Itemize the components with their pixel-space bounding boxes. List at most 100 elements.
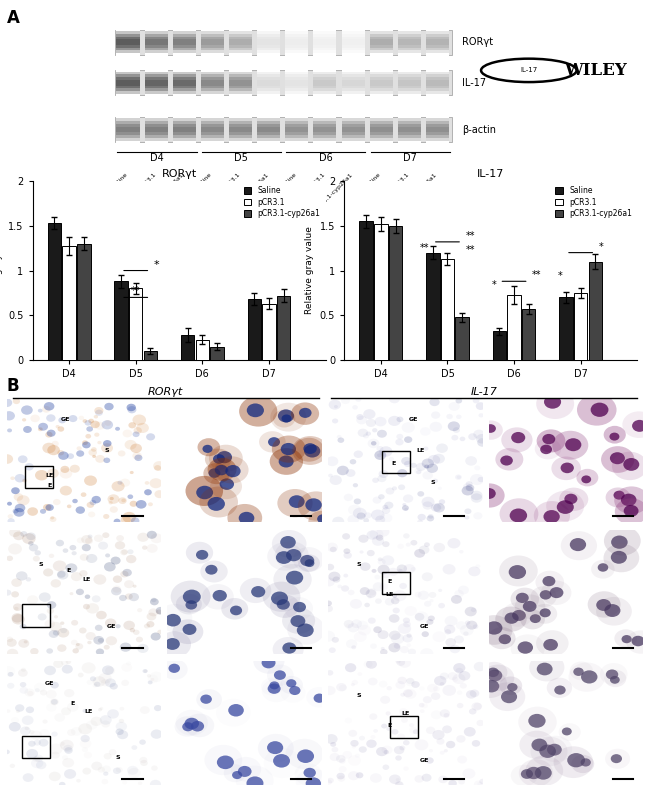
Circle shape [417,514,426,520]
Text: *: * [558,271,563,282]
Circle shape [337,772,344,780]
Circle shape [86,427,93,431]
Bar [201,132,224,135]
Circle shape [43,504,51,511]
Bar [341,82,365,86]
Circle shape [72,551,77,555]
Circle shape [119,718,124,723]
Circle shape [389,395,400,404]
Bar [116,40,140,42]
Bar [426,75,449,77]
Bar [426,121,449,124]
Circle shape [101,443,113,453]
Bar [285,80,308,82]
Bar [370,82,393,86]
Bar [398,124,421,127]
Circle shape [360,587,370,595]
Circle shape [501,691,517,703]
Circle shape [356,414,364,420]
Text: GE: GE [60,417,70,422]
Circle shape [111,557,121,565]
Text: E: E [388,580,392,584]
Circle shape [443,564,456,574]
Circle shape [382,505,388,509]
Circle shape [185,476,223,506]
Circle shape [51,682,59,688]
Circle shape [368,618,376,624]
Circle shape [113,576,122,583]
Bar [229,91,252,94]
Circle shape [530,737,567,766]
Circle shape [460,437,465,441]
Bar [285,118,308,121]
Circle shape [353,508,367,519]
Circle shape [569,662,605,691]
Circle shape [270,595,299,618]
Circle shape [63,745,73,753]
Bar [229,138,252,140]
Circle shape [395,439,404,446]
Circle shape [413,730,419,734]
Bar [201,82,224,86]
Circle shape [133,431,140,437]
Circle shape [606,669,618,680]
Circle shape [446,741,455,749]
Circle shape [130,471,134,474]
Circle shape [207,458,237,481]
Bar [248,299,261,360]
Circle shape [120,479,130,487]
Circle shape [42,406,51,412]
Circle shape [98,441,101,444]
Bar [229,88,252,91]
Circle shape [57,571,68,580]
Circle shape [58,451,69,460]
Circle shape [81,535,92,544]
Circle shape [183,624,196,635]
Bar [229,69,252,71]
Circle shape [88,449,97,456]
Circle shape [398,485,405,490]
Bar [313,34,337,36]
Bar [398,34,421,36]
Circle shape [270,403,306,431]
Circle shape [129,500,137,507]
Circle shape [123,430,132,438]
Bar [426,51,449,53]
Circle shape [133,584,136,588]
Circle shape [436,738,445,745]
Circle shape [510,508,527,523]
Circle shape [400,693,405,697]
Circle shape [142,546,148,550]
Circle shape [521,769,533,779]
Circle shape [25,577,31,581]
Circle shape [325,600,332,606]
Circle shape [478,477,484,482]
Circle shape [57,645,66,652]
Circle shape [378,470,389,478]
Circle shape [426,464,438,473]
Bar [116,36,140,40]
Bar [144,53,168,56]
Circle shape [83,709,88,713]
Circle shape [326,670,333,676]
Circle shape [547,678,572,698]
Circle shape [489,683,525,711]
Circle shape [431,692,440,700]
Bar [116,77,140,80]
Bar [257,36,280,40]
Bar [201,138,224,140]
Circle shape [324,605,333,612]
Circle shape [6,637,13,642]
Circle shape [432,730,445,740]
Bar [370,40,393,42]
Circle shape [580,758,591,767]
Circle shape [11,592,19,597]
Circle shape [148,608,159,616]
Circle shape [380,649,387,655]
Circle shape [611,551,627,564]
Circle shape [439,682,445,686]
Circle shape [53,561,66,572]
Bar [285,42,308,45]
Bar [313,127,337,129]
Circle shape [94,682,101,687]
